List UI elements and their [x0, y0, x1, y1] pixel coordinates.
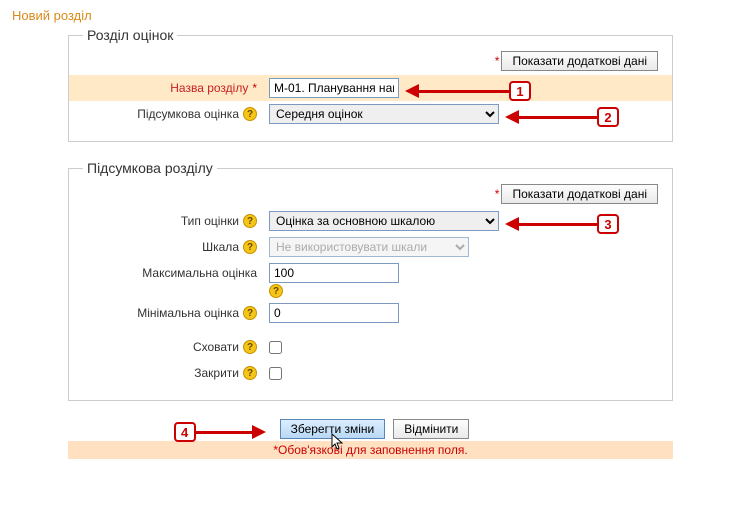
hide-checkbox[interactable]	[269, 341, 282, 354]
section-total-legend: Підсумкова розділу	[83, 160, 217, 176]
help-icon[interactable]: ?	[243, 306, 257, 320]
required-footnote: *Обов'язкові для заповнення поля.	[68, 441, 673, 459]
mingrade-label: Мінімальна оцінка	[137, 306, 239, 320]
section-name-input[interactable]	[269, 78, 399, 98]
row-mingrade: Мінімальна оцінка ?	[69, 300, 672, 326]
callout-arrow-icon	[252, 425, 266, 439]
aggregation-label: Підсумкова оцінка	[137, 107, 239, 121]
section-grades-legend: Розділ оцінок	[83, 27, 177, 43]
row-scale: Шкала ? Не використовувати шкали	[69, 234, 672, 260]
help-icon[interactable]: ?	[243, 240, 257, 254]
show-more-button[interactable]: Показати додаткові дані	[501, 51, 658, 71]
callout-2: 2	[597, 107, 619, 127]
row-aggregation: Підсумкова оцінка ? Середня оцінок 2	[69, 101, 672, 127]
section-total: Підсумкова розділу * Показати додаткові …	[68, 160, 673, 401]
lock-label: Закрити	[194, 366, 239, 380]
cancel-button[interactable]: Відмінити	[393, 419, 469, 439]
required-mark: *	[495, 187, 500, 201]
help-icon[interactable]: ?	[243, 340, 257, 354]
callout-3: 3	[597, 214, 619, 234]
row-lock: Закрити ?	[69, 360, 672, 386]
callout-4: 4	[174, 422, 196, 442]
help-icon[interactable]: ?	[243, 214, 257, 228]
section-name-label: Назва розділу	[170, 81, 248, 95]
row-maxgrade: Максимальна оцінка	[69, 260, 672, 286]
help-icon[interactable]: ?	[243, 107, 257, 121]
scale-select: Не використовувати шкали	[269, 237, 469, 257]
callout-line	[519, 223, 597, 226]
show-more-button-2[interactable]: Показати додаткові дані	[501, 184, 658, 204]
required-mark: *	[495, 54, 500, 68]
section-grades: Розділ оцінок * Показати додаткові дані …	[68, 27, 673, 142]
page-title: Новий розділ	[12, 8, 733, 23]
callout-1: 1	[509, 81, 531, 101]
callout-arrow-icon	[505, 217, 519, 231]
row-gradetype: Тип оцінки ? Оцінка за основною шкалою 3	[69, 208, 672, 234]
maxgrade-input[interactable]	[269, 263, 399, 283]
callout-line	[419, 90, 509, 93]
help-icon[interactable]: ?	[243, 366, 257, 380]
scale-label: Шкала	[202, 240, 239, 254]
callout-line	[519, 116, 597, 119]
row-hide: Сховати ?	[69, 334, 672, 360]
save-button[interactable]: Зберегти зміни	[280, 419, 386, 439]
mingrade-input[interactable]	[269, 303, 399, 323]
gradetype-label: Тип оцінки	[181, 214, 239, 228]
row-section-name: Назва розділу * 1	[69, 75, 672, 101]
help-icon[interactable]: ?	[269, 284, 283, 298]
aggregation-select[interactable]: Середня оцінок	[269, 104, 499, 124]
callout-arrow-icon	[505, 110, 519, 124]
lock-checkbox[interactable]	[269, 367, 282, 380]
callout-arrow-icon	[405, 84, 419, 98]
hide-label: Сховати	[193, 340, 239, 354]
actions-row: 4 Зберегти зміни Відмінити	[8, 419, 733, 439]
callout-line	[196, 431, 252, 434]
gradetype-select[interactable]: Оцінка за основною шкалою	[269, 211, 499, 231]
required-mark: *	[252, 81, 257, 95]
maxgrade-label: Максимальна оцінка	[142, 266, 257, 280]
